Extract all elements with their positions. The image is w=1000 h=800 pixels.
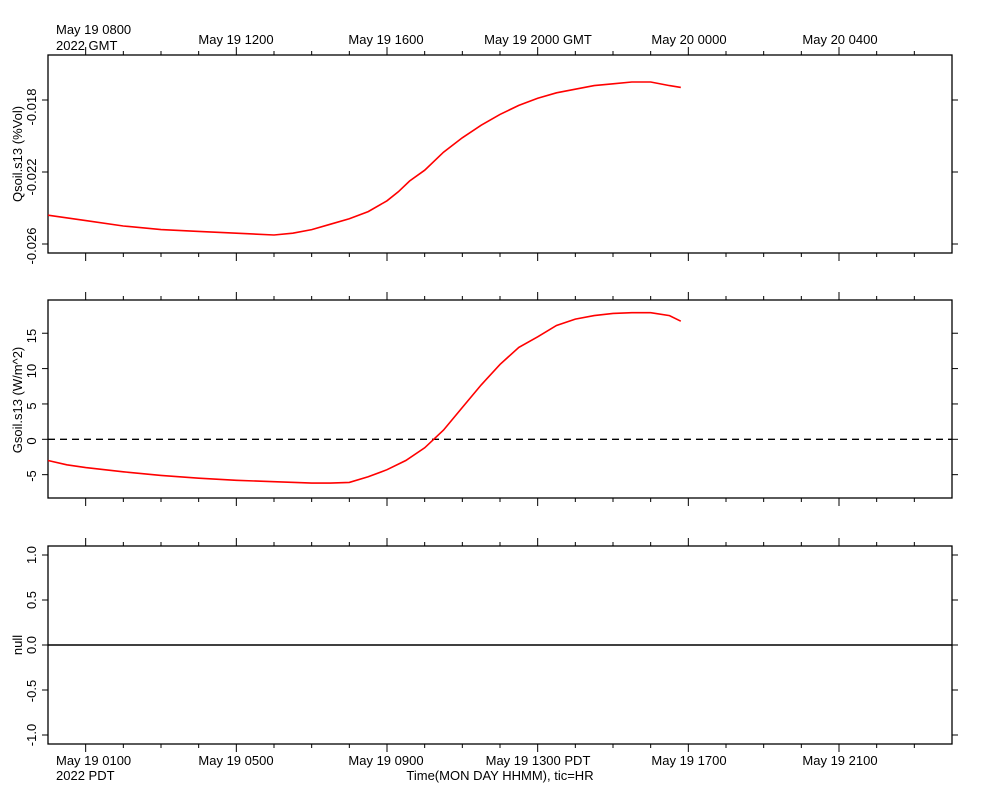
pdt-tick-label-5: May 19 2100 bbox=[802, 753, 877, 768]
gmt-time-axis: May 19 0800 2022 GMT May 19 1200 May 19 … bbox=[56, 22, 878, 53]
panel-gsoil-series-line bbox=[47, 311, 682, 484]
panel-gsoil-x-ticks bbox=[85, 292, 915, 506]
gmt-tick-label-2: May 19 1600 bbox=[348, 32, 423, 47]
panel-null-ytick-label-2: 0.0 bbox=[24, 636, 39, 654]
pdt-tick-label-4: May 19 1700 bbox=[651, 753, 726, 768]
pdt-tick-label-1: May 19 0500 bbox=[198, 753, 273, 768]
panel-qsoil-x-ticks bbox=[85, 47, 915, 261]
pdt-tick-label-2: May 19 0900 bbox=[348, 753, 423, 768]
panel-null-x-ticks bbox=[85, 538, 915, 752]
pdt-tick-label-3: May 19 1300 PDT bbox=[486, 753, 591, 768]
panel-null-ytick-label-1: 0.5 bbox=[24, 591, 39, 609]
panel-qsoil-ytick-label-1: -0.022 bbox=[24, 159, 39, 196]
panel-gsoil-ytick-label-2: 5 bbox=[24, 402, 39, 409]
panel-qsoil-series-line bbox=[47, 81, 681, 236]
panel-null-ylabel: null bbox=[10, 635, 25, 655]
gmt-tick-label-0: May 19 0800 bbox=[56, 22, 131, 37]
panel-gsoil-ytick-label-0: 15 bbox=[24, 329, 39, 343]
panel-qsoil-ytick-label-0: -0.018 bbox=[24, 89, 39, 126]
panel-qsoil-ylabel: Qsoil.s13 (%Vol) bbox=[10, 106, 25, 202]
pdt-first-subline: 2022 PDT bbox=[56, 768, 115, 783]
gmt-first-subline: 2022 GMT bbox=[56, 38, 117, 53]
panel-null: 1.0 0.5 0.0 -0.5 -1.0 null bbox=[10, 538, 958, 752]
pdt-tick-label-0: May 19 0100 bbox=[56, 753, 131, 768]
panel-qsoil-y-ticks bbox=[42, 99, 958, 245]
panel-gsoil-y-ticks bbox=[42, 332, 958, 476]
panel-gsoil-ylabel: Gsoil.s13 (W/m^2) bbox=[10, 347, 25, 454]
panel-gsoil-ytick-label-4: -5 bbox=[24, 470, 39, 482]
panel-null-ytick-label-4: -1.0 bbox=[24, 724, 39, 746]
gmt-tick-label-5: May 20 0400 bbox=[802, 32, 877, 47]
panel-gsoil: 15 10 5 0 -5 Gsoil.s13 (W/m^2) bbox=[10, 292, 958, 506]
panel-null-ytick-label-3: -0.5 bbox=[24, 680, 39, 702]
gmt-tick-label-4: May 20 0000 bbox=[651, 32, 726, 47]
x-axis-label: Time(MON DAY HHMM), tic=HR bbox=[406, 768, 593, 783]
panel-gsoil-ytick-label-1: 10 bbox=[24, 364, 39, 378]
panel-qsoil-ytick-label-2: -0.026 bbox=[24, 228, 39, 265]
panel-gsoil-ytick-label-3: 0 bbox=[24, 437, 39, 444]
pdt-time-axis: May 19 0100 2022 PDT May 19 0500 May 19 … bbox=[56, 753, 878, 783]
gmt-tick-label-3: May 19 2000 GMT bbox=[484, 32, 592, 47]
gmt-tick-label-1: May 19 1200 bbox=[198, 32, 273, 47]
panel-null-ytick-label-0: 1.0 bbox=[24, 546, 39, 564]
panel-qsoil: -0.018 -0.022 -0.026 Qsoil.s13 (%Vol) bbox=[10, 47, 958, 264]
panel-null-y-ticks bbox=[42, 554, 958, 736]
